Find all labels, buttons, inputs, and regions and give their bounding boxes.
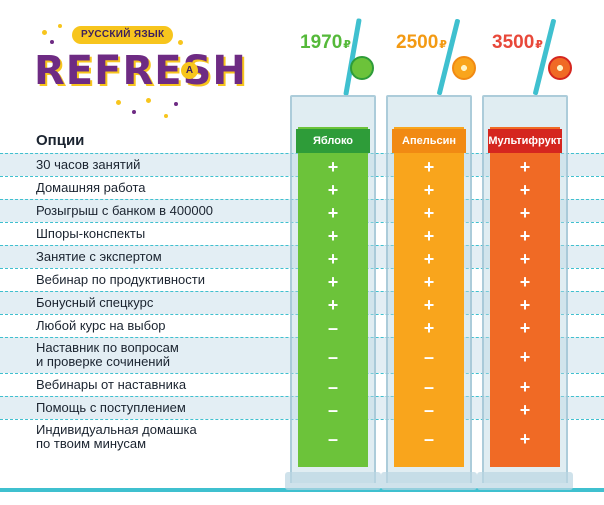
included-mark: +: [423, 294, 435, 315]
decor-dot: [116, 100, 121, 105]
option-label: Вебинар по продуктивности: [36, 271, 205, 287]
tier-name: Мультифрукт: [488, 129, 562, 153]
tier-name: Яблоко: [296, 129, 370, 153]
included-mark: +: [327, 202, 339, 223]
currency-sign: ₽: [535, 39, 543, 51]
decor-dot: [164, 114, 168, 118]
included-mark: +: [423, 225, 435, 246]
included-mark: +: [519, 156, 531, 177]
option-label: Бонусный спецкурс: [36, 294, 154, 310]
included-mark: +: [327, 179, 339, 200]
included-mark: +: [519, 248, 531, 269]
included-mark: +: [423, 317, 435, 338]
option-label: Наставник по вопросам и проверке сочинен…: [36, 340, 179, 369]
excluded-mark: –: [423, 429, 434, 449]
included-mark: +: [423, 156, 435, 177]
price-value: 1970: [300, 32, 343, 53]
included-mark: +: [327, 248, 339, 269]
tier-glass: Апельсин + + + + + + + + – – – –: [386, 95, 472, 483]
included-mark: +: [519, 294, 531, 315]
option-label: Помощь с поступлением: [36, 399, 186, 415]
decor-dot: [58, 24, 62, 28]
excluded-mark: –: [423, 399, 434, 420]
included-mark: +: [327, 225, 339, 246]
decor-dot: [42, 30, 47, 35]
option-label: Вебинары от наставника: [36, 376, 187, 392]
excluded-mark: –: [423, 376, 434, 397]
tier-glass: Мультифрукт + + + + + + + + + + + +: [482, 95, 568, 483]
included-mark: +: [519, 271, 531, 292]
juice-fill: [394, 127, 464, 467]
price-value: 3500: [492, 32, 535, 53]
option-label: Домашняя работа: [36, 179, 146, 195]
corner-letter-badge: А: [181, 62, 198, 79]
orange-icon: [452, 56, 476, 80]
excluded-mark: –: [423, 347, 434, 367]
options-title: Опции: [36, 132, 85, 149]
tier-price: 2500₽: [396, 32, 447, 54]
grapefruit-icon: [548, 56, 572, 80]
included-mark: +: [519, 399, 531, 420]
included-mark: +: [327, 271, 339, 292]
excluded-mark: –: [327, 376, 338, 397]
decor-dot: [146, 98, 151, 103]
tier-price: 1970₽: [300, 32, 351, 54]
option-label: Индивидуальная домашка по твоим минусам: [36, 422, 197, 451]
glass-base: [477, 472, 573, 490]
bottom-divider: [0, 488, 604, 492]
included-mark: +: [423, 202, 435, 223]
included-mark: +: [519, 179, 531, 200]
excluded-mark: –: [327, 429, 338, 449]
logo-wordmark: REFRESH: [34, 48, 247, 94]
option-label: 30 часов занятий: [36, 156, 141, 172]
excluded-mark: –: [327, 317, 338, 338]
currency-sign: ₽: [343, 39, 351, 51]
included-mark: +: [423, 271, 435, 292]
decor-dot: [132, 110, 136, 114]
juice-fill: [490, 127, 560, 467]
option-label: Занятие с экспертом: [36, 248, 162, 264]
included-mark: +: [327, 294, 339, 315]
subject-badge: РУССКИЙ ЯЗЫК: [72, 26, 174, 44]
brand-logo: РУССКИЙ ЯЗЫК REFRESH А: [28, 18, 246, 128]
included-mark: +: [423, 179, 435, 200]
option-label: Шпоры-конспекты: [36, 225, 146, 241]
apple-icon: [350, 56, 374, 80]
excluded-mark: –: [327, 347, 338, 367]
included-mark: +: [327, 156, 339, 177]
price-value: 2500: [396, 32, 439, 53]
included-mark: +: [519, 429, 531, 449]
tier-name: Апельсин: [392, 129, 466, 153]
glass-base: [381, 472, 477, 490]
tier-glass: Яблоко + + + + + + + – – – – –: [290, 95, 376, 483]
option-label: Любой курс на выбор: [36, 317, 166, 333]
decor-dot: [50, 40, 54, 44]
tier-price: 3500₽: [492, 32, 543, 54]
included-mark: +: [519, 202, 531, 223]
juice-fill: [298, 127, 368, 467]
currency-sign: ₽: [439, 39, 447, 51]
decor-dot: [178, 40, 183, 45]
included-mark: +: [519, 317, 531, 338]
option-label: Розыгрыш с банком в 400000: [36, 202, 214, 218]
decor-dot: [174, 102, 178, 106]
included-mark: +: [519, 225, 531, 246]
included-mark: +: [519, 376, 531, 397]
included-mark: +: [423, 248, 435, 269]
included-mark: +: [519, 347, 531, 367]
glass-base: [285, 472, 381, 490]
excluded-mark: –: [327, 399, 338, 420]
